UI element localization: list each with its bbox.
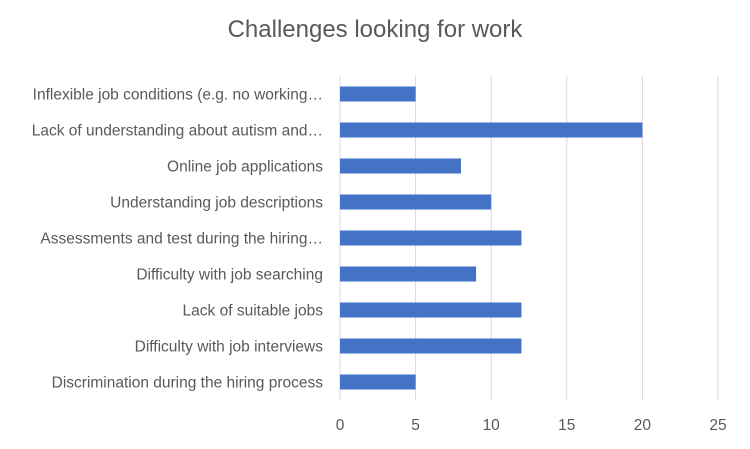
bar-6 (340, 302, 522, 318)
bar-2 (340, 158, 461, 174)
category-label-6: Lack of suitable jobs (183, 303, 324, 320)
category-label-1: Lack of understanding about autism and… (32, 123, 323, 140)
bar-4 (340, 230, 522, 246)
category-label-5: Difficulty with job searching (136, 267, 323, 284)
x-tick-label-3: 15 (558, 417, 575, 434)
bar-1 (340, 122, 643, 138)
bar-7 (340, 338, 522, 354)
bar-5 (340, 266, 477, 282)
category-label-0: Inflexible job conditions (e.g. no worki… (33, 87, 323, 104)
category-label-3: Understanding job descriptions (110, 195, 323, 212)
bar-0 (340, 86, 416, 102)
x-tick-label-0: 0 (336, 417, 345, 434)
category-label-7: Difficulty with job interviews (135, 339, 324, 356)
category-label-2: Online job applications (167, 159, 323, 176)
x-tick-label-4: 20 (634, 417, 652, 434)
bar-8 (340, 374, 416, 390)
chart-title: Challenges looking for work (227, 16, 523, 43)
category-label-8: Discrimination during the hiring process (52, 375, 324, 392)
category-label-4: Assessments and test during the hiring… (40, 231, 323, 248)
x-tick-label-5: 25 (709, 417, 726, 434)
x-tick-label-1: 5 (411, 417, 420, 434)
bar-3 (340, 194, 492, 210)
x-tick-label-2: 10 (483, 417, 501, 434)
